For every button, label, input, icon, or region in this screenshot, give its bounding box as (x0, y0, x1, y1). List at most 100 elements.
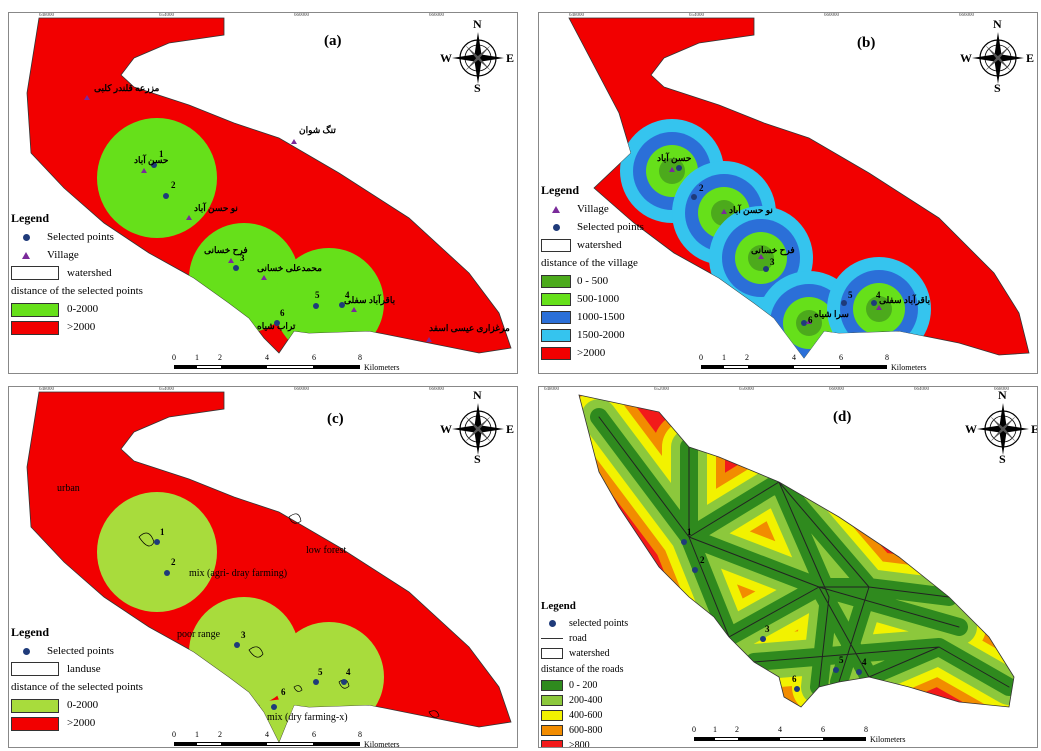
point-label: 6 (808, 315, 813, 325)
point-1-b (676, 165, 682, 171)
watershed-a (26, 17, 512, 354)
point-2-a (163, 193, 169, 199)
compass-a: N S W E (440, 17, 515, 95)
map-panel-b: 648000 654000 660000 666000 (b) N S W E … (538, 12, 1038, 374)
village-label: حسن آباد (657, 153, 692, 163)
class-swatch (11, 698, 59, 713)
point-label: 3 (240, 253, 245, 263)
point-2-c (164, 570, 170, 576)
panel-b-title: (b) (857, 35, 876, 51)
point-label: 3 (770, 257, 775, 267)
watershed-c (26, 391, 512, 743)
compass-s: S (474, 81, 481, 95)
point-label: 3 (241, 630, 246, 640)
compass-b: N S W E (960, 17, 1034, 95)
legend-title: Legend (541, 600, 576, 612)
point-4-a (339, 302, 345, 308)
panel-c-title: (c) (327, 411, 344, 427)
compass-w: W (960, 51, 972, 65)
village-label: باقرآباد سفلی (344, 295, 396, 305)
legend-title: Legend (541, 183, 580, 197)
watershed-swatch (541, 238, 571, 252)
village-label: مرغزاری عیسی اسفد (429, 323, 510, 333)
village-label: فرح خسانی (204, 245, 248, 255)
map-panel-d: 648000 652000 656000 660000 664000 66800… (538, 386, 1038, 748)
class-swatch (541, 695, 563, 707)
village-label: نو حسن آباد (194, 203, 238, 213)
compass-n: N (998, 388, 1007, 402)
compass-e: E (506, 51, 515, 65)
compass-n: N (473, 17, 482, 31)
point-5-b (841, 300, 847, 306)
map-a-canvas (26, 17, 512, 354)
point-1-a (151, 162, 157, 168)
class-swatch (541, 710, 563, 722)
legend-label: 400-600 (569, 709, 603, 721)
legend-subtitle: distance of the roads (541, 664, 624, 676)
legend-label: selected points (569, 617, 629, 629)
compass-w: W (965, 422, 977, 436)
point-label: 5 (848, 290, 853, 300)
class-swatch (541, 725, 563, 737)
landuse-label: urban (57, 483, 80, 494)
point-label: 2 (171, 557, 176, 567)
road-icon (541, 638, 563, 640)
legend-label: >2000 (577, 346, 606, 359)
point-label: 1 (687, 527, 692, 537)
legend-label: watershed (67, 266, 112, 279)
point-label: 4 (876, 290, 881, 300)
point-icon (22, 233, 30, 241)
compass-d: N S W E (965, 388, 1037, 466)
legend-label: 600-800 (569, 724, 603, 736)
class-swatch (541, 275, 571, 289)
legend-label: 0-2000 (67, 698, 99, 711)
point-label: 6 (281, 687, 286, 697)
class-swatch (541, 329, 571, 343)
village-label: تراب شیاه (257, 321, 296, 331)
legend-label: 0 - 200 (569, 679, 598, 691)
point-3-d (760, 636, 766, 642)
legend-label: landuse (67, 662, 101, 675)
point-5-c (313, 679, 319, 685)
class-swatch (541, 311, 571, 325)
point-icon (22, 647, 30, 655)
legend-d: Legend selected points road watershed di… (541, 600, 681, 747)
map-d-canvas (578, 394, 1015, 708)
point-label: 5 (315, 290, 320, 300)
point-4-d (856, 669, 862, 675)
point-4-b (871, 300, 877, 306)
legend-subtitle: distance of the selected points (11, 285, 143, 298)
legend-title: Legend (11, 625, 50, 639)
point-1-d (681, 539, 687, 545)
compass-c: N S W E (440, 388, 514, 466)
point-icon (548, 620, 556, 628)
compass-s: S (994, 81, 1001, 95)
legend-subtitle: distance of the selected points (11, 681, 143, 694)
village-label: تنگ شوان (299, 125, 336, 135)
point-2-d (692, 567, 698, 573)
point-label: 4 (345, 290, 350, 300)
class-swatch (541, 347, 571, 361)
point-6-d (794, 686, 800, 692)
landuse-swatch (11, 662, 59, 677)
village-label: فرح خسانی (751, 245, 795, 255)
village-label: سرا شیاه (814, 309, 849, 319)
point-3-c (234, 642, 240, 648)
watershed-swatch (11, 266, 59, 281)
legend-subtitle: distance of the village (541, 257, 638, 270)
legend-a: Legend Selected points Village watershed… (11, 211, 191, 337)
map-panel-a: 648000 654000 660000 666000 (a) N S W E … (8, 12, 518, 374)
compass-w: W (440, 51, 452, 65)
point-label: 5 (318, 667, 323, 677)
legend-label: Selected points (47, 644, 114, 657)
landuse-label: low forest (306, 545, 347, 556)
watershed-swatch (541, 648, 563, 660)
point-5-d (833, 667, 839, 673)
point-6-a (274, 320, 280, 326)
point-label: 1 (159, 149, 164, 159)
point-3-b (763, 266, 769, 272)
legend-label: watershed (577, 238, 622, 251)
